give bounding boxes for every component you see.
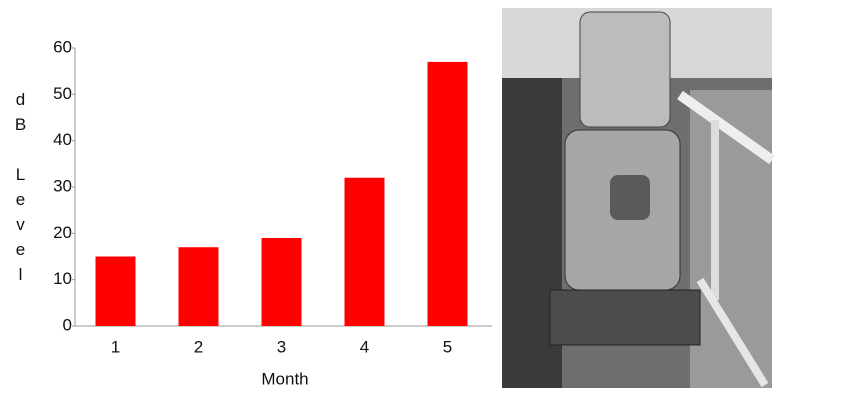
y-tick-label: 40 bbox=[53, 130, 72, 149]
y-tick-label: 60 bbox=[53, 37, 72, 56]
page: Month 0 10 20 30 40 50 60 1 2 3 4 5 dB Level bbox=[0, 0, 841, 412]
bar bbox=[345, 178, 385, 326]
x-axis-label: Month bbox=[261, 369, 308, 388]
chart: Month 0 10 20 30 40 50 60 1 2 3 4 5 bbox=[0, 0, 841, 412]
y-tick-label: 50 bbox=[53, 84, 72, 103]
bar bbox=[262, 238, 302, 326]
y-axis-label: dB Level bbox=[10, 90, 30, 290]
photo-motor bbox=[580, 12, 670, 127]
photo-base bbox=[550, 290, 700, 345]
y-tick-label: 30 bbox=[53, 176, 72, 195]
y-tick-label: 10 bbox=[53, 269, 72, 288]
x-tick-label: 1 bbox=[111, 337, 120, 356]
x-tick-label: 5 bbox=[443, 337, 452, 356]
bar bbox=[179, 247, 219, 326]
bar bbox=[96, 257, 136, 327]
photo bbox=[502, 8, 772, 388]
bar bbox=[428, 62, 468, 326]
y-tick-label: 0 bbox=[63, 315, 72, 334]
x-tick-label: 2 bbox=[194, 337, 203, 356]
x-tick-label: 3 bbox=[277, 337, 286, 356]
y-tick-label: 20 bbox=[53, 223, 72, 242]
x-tick-label: 4 bbox=[360, 337, 369, 356]
photo-coupling bbox=[610, 175, 650, 220]
